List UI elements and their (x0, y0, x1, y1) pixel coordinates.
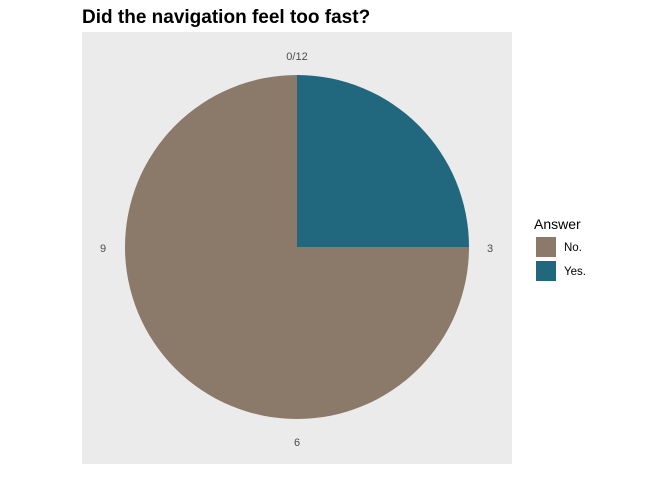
tick-label-6: 6 (294, 437, 300, 449)
legend-key-no (536, 237, 556, 257)
legend-key-yes (536, 261, 556, 281)
legend-title: Answer (534, 216, 581, 232)
chart-title: Did the navigation feel too fast? (82, 7, 370, 28)
tick-label-3: 3 (487, 243, 493, 255)
legend: Answer No. Yes. (534, 216, 586, 281)
tick-label-9: 9 (100, 243, 106, 255)
pie-slices (125, 75, 469, 419)
pie-slice-yes (297, 75, 469, 247)
tick-label-0: 0/12 (286, 51, 307, 63)
pie-slice-no (125, 75, 469, 419)
legend-label-yes: Yes. (564, 266, 586, 278)
legend-label-no: No. (564, 242, 582, 254)
